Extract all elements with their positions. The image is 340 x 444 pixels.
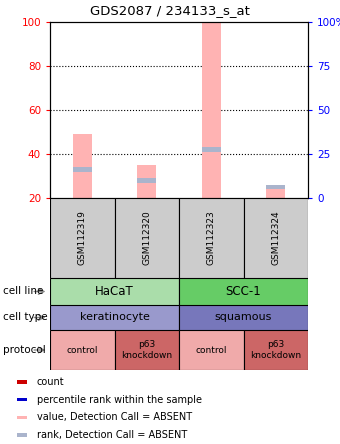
Text: rank, Detection Call = ABSENT: rank, Detection Call = ABSENT (37, 430, 187, 440)
Bar (137, 165, 156, 198)
Bar (266, 187, 285, 198)
Bar (115, 330, 179, 370)
Text: GSM112323: GSM112323 (207, 210, 216, 266)
Bar (115, 198, 179, 278)
Bar (202, 22, 221, 198)
Text: GSM112319: GSM112319 (78, 210, 87, 266)
Text: protocol: protocol (3, 345, 46, 355)
Text: GSM112324: GSM112324 (271, 211, 280, 266)
Text: GSM112320: GSM112320 (142, 210, 151, 266)
Text: value, Detection Call = ABSENT: value, Detection Call = ABSENT (37, 412, 192, 422)
Text: keratinocyte: keratinocyte (80, 313, 150, 322)
Text: p63
knockdown: p63 knockdown (250, 340, 301, 360)
Bar (179, 278, 308, 305)
Text: control: control (195, 345, 227, 354)
Text: cell type: cell type (3, 313, 48, 322)
Bar (72, 134, 92, 198)
Text: control: control (67, 345, 98, 354)
Text: GDS2087 / 234133_s_at: GDS2087 / 234133_s_at (90, 4, 250, 17)
Text: p63
knockdown: p63 knockdown (121, 340, 172, 360)
Bar (17, 380, 27, 384)
Bar (179, 330, 243, 370)
Bar (17, 416, 27, 419)
Text: percentile rank within the sample: percentile rank within the sample (37, 395, 202, 404)
Text: squamous: squamous (215, 313, 272, 322)
Bar (50, 330, 115, 370)
Text: HaCaT: HaCaT (95, 285, 134, 298)
Text: count: count (37, 377, 64, 387)
Bar (179, 198, 243, 278)
Bar (137, 178, 156, 182)
Bar (50, 278, 179, 305)
Text: cell line: cell line (3, 286, 44, 297)
Text: SCC-1: SCC-1 (226, 285, 261, 298)
Bar (72, 167, 92, 171)
Bar (243, 198, 308, 278)
Bar (243, 330, 308, 370)
Bar (179, 305, 308, 330)
Bar (266, 185, 285, 189)
Bar (50, 305, 179, 330)
Bar (202, 147, 221, 152)
Bar (50, 198, 115, 278)
Bar (17, 433, 27, 437)
Bar (17, 398, 27, 401)
